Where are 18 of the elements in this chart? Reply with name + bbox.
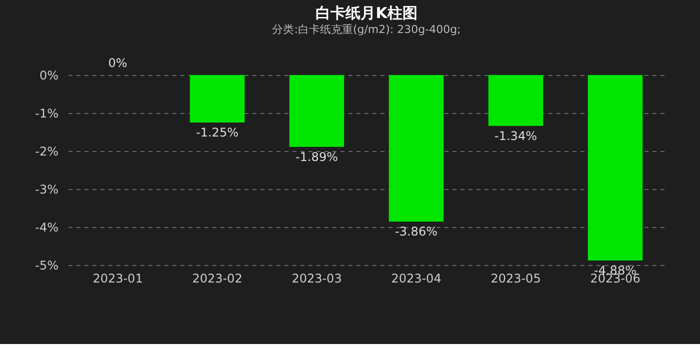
data-label: -1.25% [196,126,238,140]
y-tick-label: -5% [35,258,58,272]
y-tick-label: -3% [35,182,58,196]
x-tick-label: 2023-02 [192,272,242,286]
x-tick-label: 2023-01 [92,272,143,286]
y-tick-label: -1% [35,106,58,120]
data-label: -1.34% [494,128,537,143]
data-label: 0% [108,56,128,70]
data-label: -3.86% [395,224,438,239]
y-tick-label: -2% [35,144,58,158]
chart-subtitle: 分类:白卡纸克重(g/m2): 230g-400g; [272,23,461,36]
x-tick-label: 2023-03 [292,272,342,286]
chart-title: 白卡纸月K柱图 [316,4,418,22]
data-label: -1.89% [296,150,338,164]
x-tick-label: 2023-05 [490,272,541,286]
y-tick-label: 0% [39,68,58,82]
y-tick-label: -4% [35,220,58,234]
x-tick-label: 2023-04 [391,272,442,286]
